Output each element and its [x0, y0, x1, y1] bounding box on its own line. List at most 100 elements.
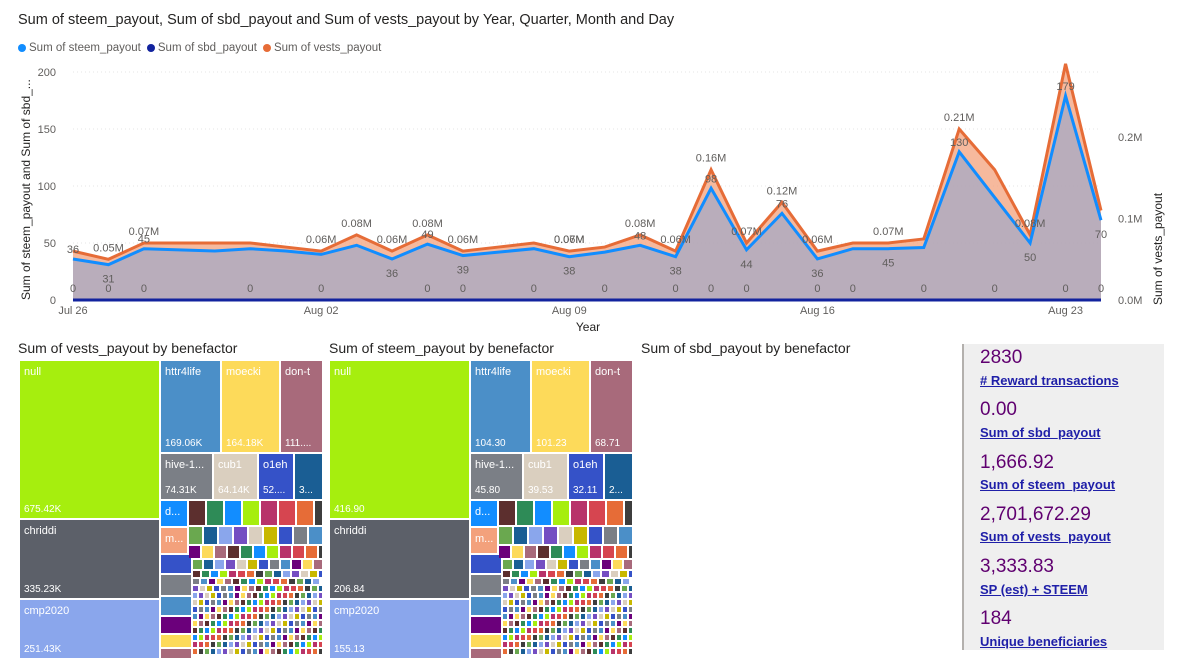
- treemap-small-tile[interactable]: [601, 586, 606, 591]
- treemap-small-tile[interactable]: [241, 607, 245, 612]
- treemap-small-tile[interactable]: [295, 593, 299, 598]
- treemap-small-tile[interactable]: [307, 607, 311, 612]
- treemap-small-tile[interactable]: [295, 621, 299, 626]
- treemap-small-tile[interactable]: [623, 593, 627, 598]
- treemap-small-tile[interactable]: [539, 635, 543, 640]
- treemap-small-tile[interactable]: [503, 614, 507, 619]
- treemap-small-tile[interactable]: [307, 649, 311, 654]
- treemap-tile[interactable]: hive-1... 74.31K: [161, 454, 212, 499]
- treemap-small-tile[interactable]: [301, 649, 305, 654]
- treemap-small-tile[interactable]: [235, 600, 239, 605]
- treemap-small-tile[interactable]: [215, 546, 226, 558]
- treemap-small-tile[interactable]: [249, 527, 262, 544]
- treemap-small-tile[interactable]: [533, 628, 537, 633]
- treemap-small-tile[interactable]: [273, 579, 279, 584]
- legend-item-steem[interactable]: Sum of steem_payout: [18, 42, 141, 54]
- treemap-small-tile[interactable]: [613, 560, 622, 569]
- treemap-small-tile[interactable]: [629, 586, 632, 591]
- treemap-small-tile[interactable]: [629, 614, 632, 619]
- treemap-small-tile[interactable]: [553, 501, 569, 525]
- treemap-small-tile[interactable]: [253, 614, 257, 619]
- treemap-small-tile[interactable]: [471, 617, 501, 633]
- treemap-small-tile[interactable]: [575, 642, 579, 647]
- treemap-small-tile[interactable]: [193, 635, 197, 640]
- treemap-small-tile[interactable]: [545, 621, 549, 626]
- treemap-small-tile[interactable]: [205, 621, 209, 626]
- treemap-tile[interactable]: d...: [471, 501, 497, 526]
- treemap-small-tile[interactable]: [253, 642, 257, 647]
- treemap-small-tile[interactable]: [594, 586, 599, 591]
- treemap-small-tile[interactable]: [569, 614, 573, 619]
- treemap-small-tile[interactable]: [277, 607, 281, 612]
- treemap-small-tile[interactable]: [283, 607, 287, 612]
- treemap-small-tile[interactable]: [587, 586, 592, 591]
- treemap-small-tile[interactable]: [577, 546, 588, 558]
- treemap-small-tile[interactable]: [289, 628, 293, 633]
- treemap-small-tile[interactable]: [193, 579, 199, 584]
- treemap-small-tile[interactable]: [217, 579, 223, 584]
- treemap-small-tile[interactable]: [205, 593, 209, 598]
- treemap-small-tile[interactable]: [587, 607, 591, 612]
- treemap-small-tile[interactable]: [581, 593, 585, 598]
- treemap-small-tile[interactable]: [297, 579, 303, 584]
- treemap-small-tile[interactable]: [559, 579, 565, 584]
- treemap-small-tile[interactable]: [312, 586, 317, 591]
- treemap-small-tile[interactable]: [509, 607, 513, 612]
- treemap-small-tile[interactable]: [301, 635, 305, 640]
- treemap-small-tile[interactable]: [521, 642, 525, 647]
- treemap-small-tile[interactable]: [223, 600, 227, 605]
- treemap-small-tile[interactable]: [574, 527, 587, 544]
- treemap-small-tile[interactable]: [280, 546, 291, 558]
- treemap-small-tile[interactable]: [559, 586, 564, 591]
- treemap-small-tile[interactable]: [223, 642, 227, 647]
- treemap-small-tile[interactable]: [193, 571, 200, 577]
- treemap-small-tile[interactable]: [211, 642, 215, 647]
- treemap-small-tile[interactable]: [283, 649, 287, 654]
- treemap-small-tile[interactable]: [217, 593, 221, 598]
- treemap-small-tile[interactable]: [611, 600, 615, 605]
- treemap-small-tile[interactable]: [510, 586, 515, 591]
- treemap-tile[interactable]: d...: [161, 501, 187, 526]
- treemap-small-tile[interactable]: [509, 621, 513, 626]
- treemap-small-tile[interactable]: [563, 628, 567, 633]
- treemap-small-tile[interactable]: [241, 628, 245, 633]
- treemap-small-tile[interactable]: [229, 571, 236, 577]
- treemap-small-tile[interactable]: [205, 607, 209, 612]
- treemap-small-tile[interactable]: [591, 579, 597, 584]
- treemap-small-tile[interactable]: [571, 501, 587, 525]
- treemap-small-tile[interactable]: [233, 579, 239, 584]
- treemap-small-tile[interactable]: [211, 607, 215, 612]
- treemap-small-tile[interactable]: [545, 649, 549, 654]
- treemap-small-tile[interactable]: [545, 607, 549, 612]
- treemap-small-tile[interactable]: [229, 649, 233, 654]
- treemap-tile[interactable]: moecki 101.23: [532, 361, 589, 452]
- treemap-small-tile[interactable]: [295, 635, 299, 640]
- treemap-small-tile[interactable]: [512, 546, 523, 558]
- treemap-small-tile[interactable]: [292, 560, 301, 569]
- treemap-small-tile[interactable]: [593, 614, 597, 619]
- treemap-small-tile[interactable]: [217, 649, 221, 654]
- treemap-small-tile[interactable]: [265, 593, 269, 598]
- kpi-reward-transactions-label[interactable]: # Reward transactions: [980, 373, 1119, 388]
- treemap-small-tile[interactable]: [277, 649, 281, 654]
- treemap-small-tile[interactable]: [271, 628, 275, 633]
- treemap-small-tile[interactable]: [249, 586, 254, 591]
- treemap-small-tile[interactable]: [509, 593, 513, 598]
- treemap-tile[interactable]: null 675.42K: [20, 361, 159, 518]
- treemap-small-tile[interactable]: [557, 635, 561, 640]
- treemap-small-tile[interactable]: [593, 607, 597, 612]
- treemap-small-tile[interactable]: [161, 575, 191, 595]
- treemap-small-tile[interactable]: [569, 593, 573, 598]
- treemap-small-tile[interactable]: [515, 642, 519, 647]
- treemap-small-tile[interactable]: [274, 571, 281, 577]
- treemap-small-tile[interactable]: [611, 593, 615, 598]
- treemap-tile[interactable]: chriddi 206.84: [330, 520, 469, 598]
- treemap-small-tile[interactable]: [193, 560, 202, 569]
- treemap-small-tile[interactable]: [623, 628, 627, 633]
- treemap-small-tile[interactable]: [608, 586, 613, 591]
- treemap-small-tile[interactable]: [575, 607, 579, 612]
- treemap-small-tile[interactable]: [563, 607, 567, 612]
- treemap-small-tile[interactable]: [283, 614, 287, 619]
- treemap-small-tile[interactable]: [539, 600, 543, 605]
- treemap-small-tile[interactable]: [531, 586, 536, 591]
